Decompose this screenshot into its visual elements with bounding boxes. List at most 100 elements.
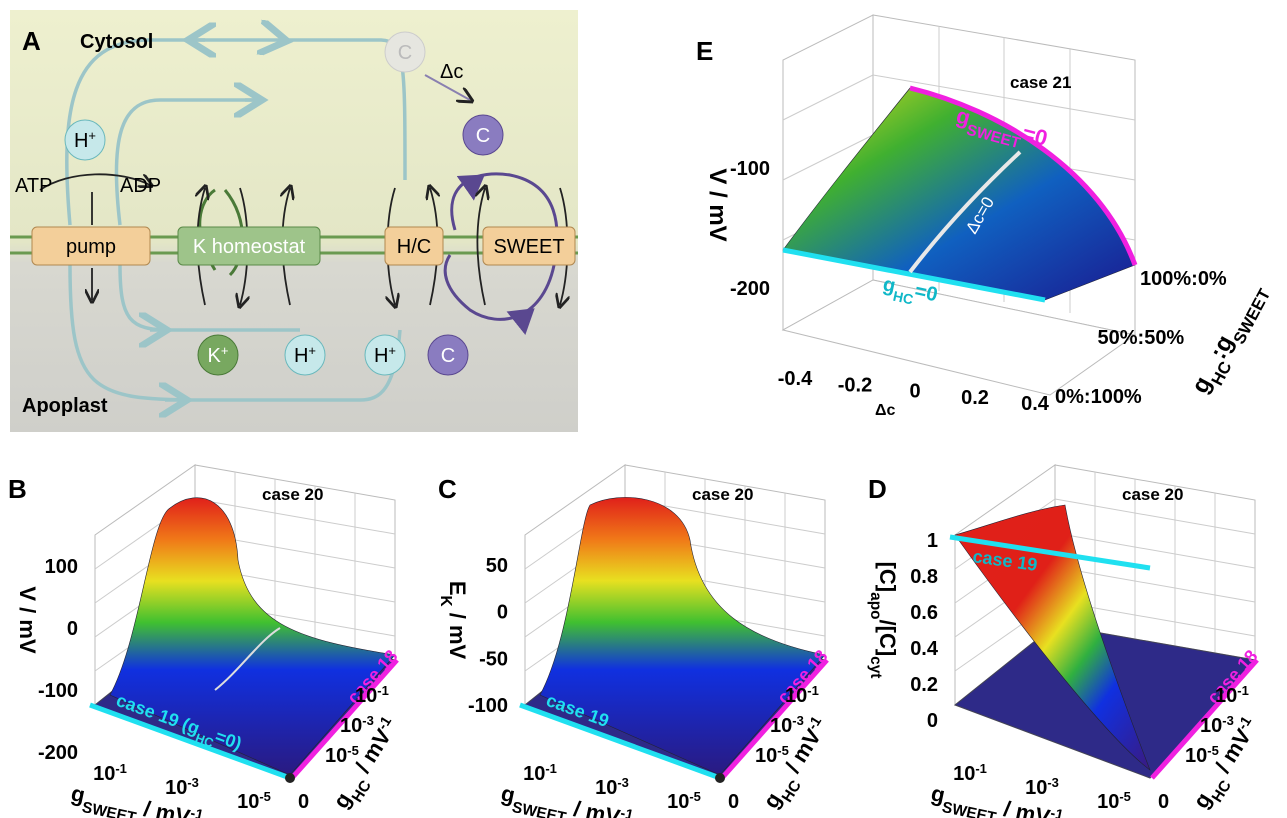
z-tick-label: -100 (468, 695, 508, 717)
text-part: 10 (325, 745, 347, 767)
x-tick-label: 10-5 (237, 789, 271, 814)
ion-label: C (476, 125, 490, 147)
x-tick-label: 10-5 (1097, 789, 1131, 814)
text-part: HC (193, 731, 215, 750)
z-tick-label: 0 (67, 618, 78, 640)
case-label: case 21 (1010, 73, 1071, 92)
y-tick-label: 50%:50% (1098, 327, 1185, 349)
adp-label: ADP (120, 175, 161, 197)
ion-label: C (398, 42, 412, 64)
panel-label: B (8, 474, 27, 504)
text-part: 10 (237, 791, 259, 813)
text-part: -1 (115, 761, 127, 776)
ion (384, 31, 426, 73)
line-label: gHC=0 (880, 273, 940, 312)
text-part: + (308, 343, 316, 358)
text-part: -3 (362, 713, 374, 728)
text-part: 10 (165, 777, 187, 799)
x-tick-label: 10-3 (1025, 775, 1059, 800)
z-tick-label: 100 (45, 556, 78, 578)
text-part: 10 (667, 791, 689, 813)
text-part: -3 (792, 713, 804, 728)
text-part: -1 (1049, 806, 1065, 818)
text-part: 10 (953, 763, 975, 785)
text-part: 10 (770, 715, 792, 737)
y-tick-label: 10-3 (1200, 713, 1234, 738)
boundary-line (89, 702, 291, 781)
ion (364, 334, 406, 376)
ion-label: H+ (294, 343, 316, 368)
panel-label: A (22, 26, 41, 56)
text-part: -3 (187, 775, 199, 790)
panel-a: pump K homeostat H/C SWEET C C H+ K+ H+ … (10, 10, 578, 432)
ion (427, 334, 469, 376)
text-part: SWEET (511, 798, 569, 818)
ion-label: K+ (208, 343, 229, 368)
text-part: 0 (298, 791, 309, 813)
box-label: H/C (397, 236, 431, 258)
y-tick-label: 10-1 (785, 683, 819, 708)
text-part: 10 (523, 763, 545, 785)
text-part: 10 (1097, 791, 1119, 813)
x-tick-label: 10-1 (523, 761, 557, 786)
surface (109, 497, 396, 776)
text-part: g (69, 780, 87, 807)
text-part: /[C] (875, 620, 900, 657)
text-part: -3 (617, 775, 629, 790)
text-part: C (441, 345, 455, 367)
text-part: 10 (340, 715, 362, 737)
surface (954, 504, 1151, 771)
wall-grid (782, 134, 874, 181)
z-axis-label: V / mV (15, 586, 40, 654)
text-part: 0 (1158, 791, 1169, 813)
box-label: SWEET (493, 236, 564, 258)
text-part: -5 (1119, 789, 1131, 804)
text-part: -1 (377, 683, 389, 698)
x-tick-label: 10-3 (165, 775, 199, 800)
text-part: 0 (728, 791, 739, 813)
text-part: -1 (807, 683, 819, 698)
panel-label: E (696, 36, 713, 66)
delta-label: Δc (440, 61, 463, 83)
ion (197, 334, 239, 376)
text-part: E (445, 581, 470, 596)
text-part: g (881, 273, 898, 297)
x-axis-label: Δc (875, 402, 896, 419)
text-part: + (88, 128, 96, 143)
y-tick-label: 10-1 (1215, 683, 1249, 708)
ion-label: H+ (374, 343, 396, 368)
ion (284, 334, 326, 376)
z-tick-label: 1 (927, 530, 938, 552)
y-tick-label: 10-3 (770, 713, 804, 738)
text-part: K (208, 345, 222, 367)
y-tick-label: 0 (728, 791, 739, 813)
x-tick-label: 0.4 (1021, 393, 1050, 415)
z-axis-label: EK / mV (438, 581, 471, 660)
panel-e: E case 21 gSWEET=0 Δc=0 gHC=0 V / mV -10… (696, 14, 1274, 419)
wall-grid (1054, 566, 1256, 603)
boundary-line (949, 534, 1151, 571)
z-axis-label: [C]apo/[C]cyt (868, 562, 901, 679)
text-part: g (929, 780, 947, 807)
panel-label: D (868, 474, 887, 504)
x-tick-label: -0.2 (838, 374, 872, 396)
text-part: SWEET (941, 798, 999, 818)
text-part: apo (868, 592, 885, 619)
x-tick-label: 0.2 (961, 387, 989, 409)
y-tick-label: 0 (1158, 791, 1169, 813)
text-part: SWEET (1229, 285, 1274, 347)
z-tick-label: 50 (486, 555, 508, 577)
boundary-line (782, 247, 1046, 303)
text-part: V / mV (15, 586, 40, 654)
z-tick-label: -50 (479, 648, 508, 670)
y-axis-label: gHC:gSWEET (1186, 277, 1274, 401)
ion (462, 114, 504, 156)
boundary-line (909, 85, 1138, 266)
floor (781, 279, 1137, 396)
text-part: SWEET (81, 798, 139, 818)
text-part: + (221, 343, 229, 358)
wall-grid (194, 498, 396, 535)
